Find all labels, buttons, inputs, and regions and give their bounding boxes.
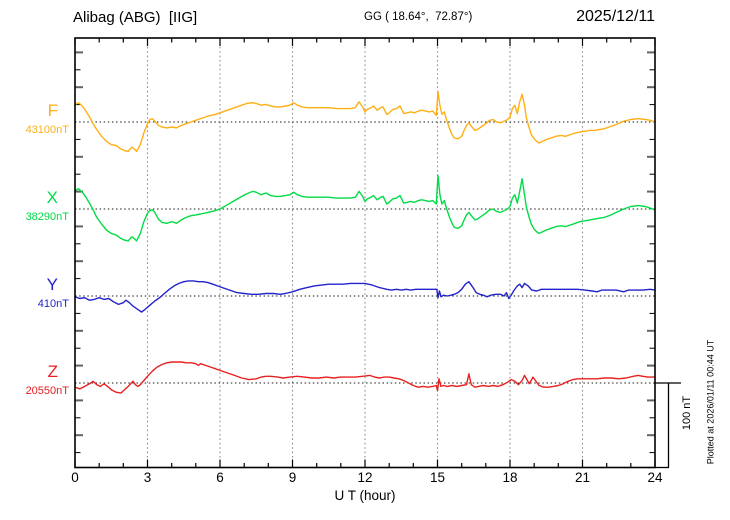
- x-axis-title: U T (hour): [334, 488, 396, 503]
- plot-date: 2025/12/11: [576, 8, 655, 25]
- x-tick-label-18: 18: [502, 470, 518, 485]
- trace-label-F: F: [47, 101, 58, 120]
- x-tick-label-0: 0: [71, 470, 79, 485]
- plotted-at-note: Plotted at 2026/01/11 00:44 UT: [705, 339, 716, 465]
- trace-label-Y: Y: [46, 275, 58, 294]
- trace-baseline-Y: 410nT: [37, 298, 69, 310]
- x-tick-label-9: 9: [288, 470, 297, 485]
- plot-frame: [74, 37, 656, 469]
- trace-baseline-X: 38290nT: [25, 211, 69, 223]
- x-tick-label-6: 6: [216, 470, 224, 485]
- trace-Y: [74, 280, 656, 313]
- trace-Z: [74, 361, 656, 394]
- x-tick-label-12: 12: [357, 470, 373, 485]
- trace-F: [74, 91, 656, 153]
- station-title: Alibag (ABG) [IIG]: [73, 9, 198, 26]
- trace-label-X: X: [46, 188, 58, 207]
- trace-baseline-Z: 20550nT: [25, 385, 69, 397]
- x-tick-label-15: 15: [429, 470, 446, 485]
- geographic-coordinates: GG ( 18.64°, 72.87°): [364, 11, 473, 23]
- trace-label-Z: Z: [47, 362, 58, 381]
- trace-X: [74, 174, 656, 242]
- trace-baseline-F: 43100nT: [25, 124, 69, 136]
- x-tick-label-24: 24: [647, 470, 663, 485]
- x-tick-label-21: 21: [574, 470, 591, 485]
- scale-bar-label: 100 nT: [681, 395, 693, 431]
- x-tick-label-3: 3: [143, 470, 152, 485]
